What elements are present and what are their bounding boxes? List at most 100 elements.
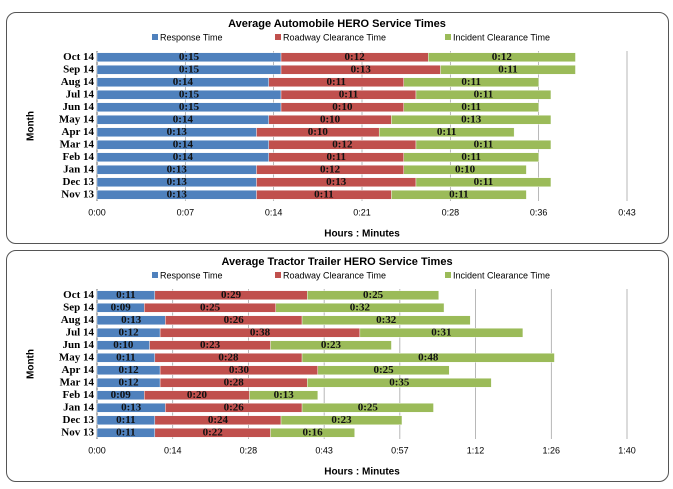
- bar-segment: [428, 52, 576, 62]
- value-label: 0:26: [224, 314, 245, 326]
- value-label: 0:10: [113, 339, 134, 351]
- bar-segment: [301, 403, 434, 413]
- value-label: 0:12: [345, 51, 366, 63]
- value-label: 0:13: [351, 63, 372, 75]
- chart-panel: Average Tractor Trailer HERO Service Tim…: [6, 250, 669, 482]
- value-label: 0:15: [179, 63, 200, 75]
- value-label: 0:13: [121, 401, 142, 413]
- chart: Average Tractor Trailer HERO Service Tim…: [26, 256, 636, 478]
- legend-label: Roadway Clearance Time: [283, 270, 386, 280]
- value-label: 0:11: [116, 351, 136, 363]
- value-label: 0:12: [118, 326, 139, 338]
- x-tick-label: 0:43: [618, 207, 636, 217]
- value-label: 0:15: [179, 51, 200, 63]
- value-label: 0:10: [455, 163, 476, 175]
- value-label: 0:25: [363, 289, 384, 301]
- value-label: 0:14: [173, 113, 194, 125]
- x-tick-label: 0:00: [88, 445, 106, 455]
- x-tick-label: 1:40: [618, 445, 636, 455]
- value-label: 0:10: [332, 101, 353, 113]
- bar-segment: [415, 140, 552, 150]
- value-label: 0:23: [321, 339, 342, 351]
- bar-segment: [415, 177, 552, 187]
- value-label: 0:13: [326, 176, 347, 188]
- value-label: 0:22: [203, 426, 224, 438]
- legend-swatch: [152, 272, 158, 278]
- y-tick-label: May 14: [59, 113, 95, 125]
- legend-label: Incident Clearance Time: [453, 270, 550, 280]
- x-tick-label: 0:14: [265, 207, 283, 217]
- bar-segment: [391, 190, 527, 200]
- value-label: 0:13: [274, 389, 295, 401]
- y-tick-label: Nov 13: [61, 188, 94, 200]
- value-label: 0:13: [167, 188, 188, 200]
- bar-segment: [307, 290, 439, 300]
- value-label: 0:24: [208, 414, 229, 426]
- legend-label: Response Time: [160, 270, 223, 280]
- legend-swatch: [152, 34, 158, 40]
- x-tick-label: 1:12: [467, 445, 485, 455]
- x-axis-label: Hours : Minutes: [324, 229, 400, 240]
- value-label: 0:23: [200, 339, 221, 351]
- legend-swatch: [275, 272, 281, 278]
- bar-segment: [403, 102, 539, 112]
- x-tick-label: 1:26: [543, 445, 561, 455]
- chart-title: Average Tractor Trailer HERO Service Tim…: [221, 256, 452, 268]
- bar-segment: [403, 77, 539, 87]
- value-label: 0:11: [449, 188, 469, 200]
- value-label: 0:11: [474, 88, 494, 100]
- legend-swatch: [275, 34, 281, 40]
- bar-segment: [301, 315, 471, 325]
- value-label: 0:16: [302, 426, 323, 438]
- y-tick-label: Jun 14: [63, 101, 95, 113]
- bar-segment: [301, 353, 555, 363]
- legend-label: Response Time: [160, 32, 223, 42]
- value-label: 0:14: [173, 151, 194, 163]
- x-tick-label: 0:07: [177, 207, 195, 217]
- value-label: 0:11: [339, 88, 359, 100]
- value-label: 0:09: [111, 389, 132, 401]
- y-tick-label: Jan 14: [63, 401, 94, 413]
- bar-segment: [307, 378, 492, 388]
- value-label: 0:15: [179, 88, 200, 100]
- y-tick-label: Jul 14: [66, 88, 95, 100]
- y-tick-label: Mar 14: [60, 376, 95, 388]
- value-label: 0:32: [350, 301, 371, 313]
- value-label: 0:11: [116, 426, 136, 438]
- value-label: 0:25: [373, 364, 394, 376]
- bar-segment: [249, 390, 319, 400]
- value-label: 0:38: [250, 326, 271, 338]
- value-label: 0:11: [474, 176, 494, 188]
- value-label: 0:12: [492, 51, 513, 63]
- value-label: 0:14: [173, 138, 194, 150]
- value-label: 0:48: [418, 351, 439, 363]
- value-label: 0:13: [167, 126, 188, 138]
- y-tick-label: Aug 14: [61, 314, 95, 326]
- value-label: 0:13: [121, 314, 142, 326]
- x-tick-label: 0:28: [240, 445, 258, 455]
- value-label: 0:12: [320, 163, 341, 175]
- legend-label: Incident Clearance Time: [453, 32, 550, 42]
- value-label: 0:26: [224, 401, 245, 413]
- bar-segment: [317, 365, 450, 375]
- value-label: 0:31: [431, 326, 451, 338]
- bar-segment: [275, 303, 445, 313]
- value-label: 0:09: [111, 301, 132, 313]
- value-label: 0:11: [326, 76, 346, 88]
- x-tick-label: 0:43: [315, 445, 333, 455]
- value-label: 0:30: [229, 364, 250, 376]
- legend-label: Roadway Clearance Time: [283, 32, 386, 42]
- value-label: 0:11: [498, 63, 518, 75]
- value-label: 0:10: [308, 126, 329, 138]
- value-label: 0:23: [331, 414, 352, 426]
- value-label: 0:11: [326, 151, 346, 163]
- chart-panel: Average Automobile HERO Service Times Res…: [6, 12, 669, 244]
- value-label: 0:11: [116, 414, 136, 426]
- bar-segment: [440, 65, 576, 75]
- bar-segment: [270, 428, 355, 438]
- value-label: 0:10: [320, 113, 341, 125]
- y-tick-label: Jan 14: [63, 163, 94, 175]
- value-label: 0:11: [461, 76, 481, 88]
- y-axis-label: Month: [26, 111, 37, 141]
- y-tick-label: Nov 13: [61, 426, 94, 438]
